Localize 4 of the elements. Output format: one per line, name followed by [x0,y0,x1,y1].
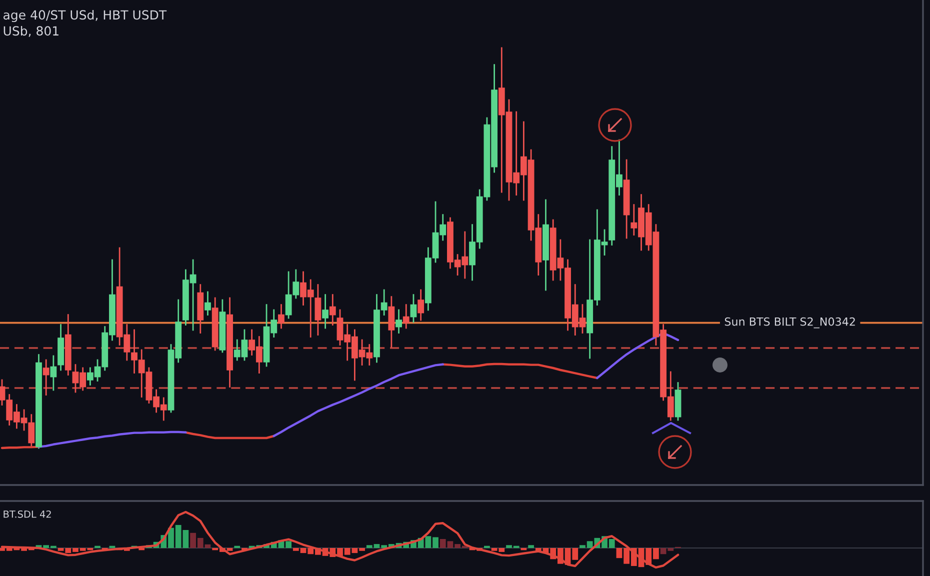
chart-title: BT.SDL 42 [4,510,51,518]
ref-line-label: Sun BTS BILT S2_N0342 [724,317,855,328]
chart-title: age 40/ST USd, HBT USDT [4,10,167,22]
chart-subtitle: USb, 801 [4,26,58,37]
